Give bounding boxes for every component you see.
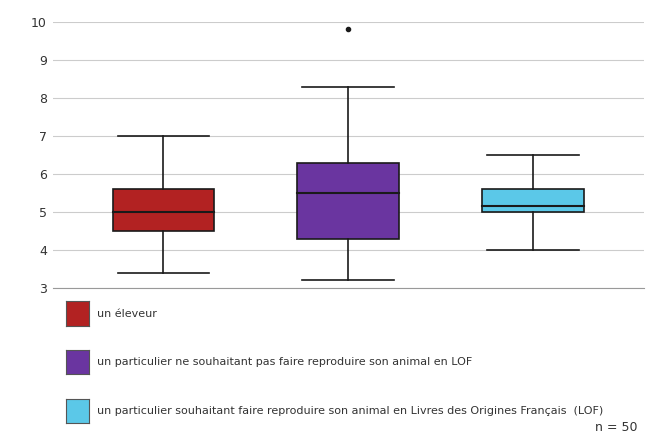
Bar — [298, 163, 399, 239]
Text: un éleveur: un éleveur — [97, 309, 157, 319]
Text: un particulier souhaitant faire reproduire son animal en Livres des Origines Fra: un particulier souhaitant faire reprodui… — [97, 406, 604, 416]
Text: n = 50: n = 50 — [595, 421, 637, 434]
Bar — [112, 189, 214, 231]
Text: un particulier ne souhaitant pas faire reproduire son animal en LOF: un particulier ne souhaitant pas faire r… — [97, 358, 472, 367]
Bar — [482, 189, 584, 212]
